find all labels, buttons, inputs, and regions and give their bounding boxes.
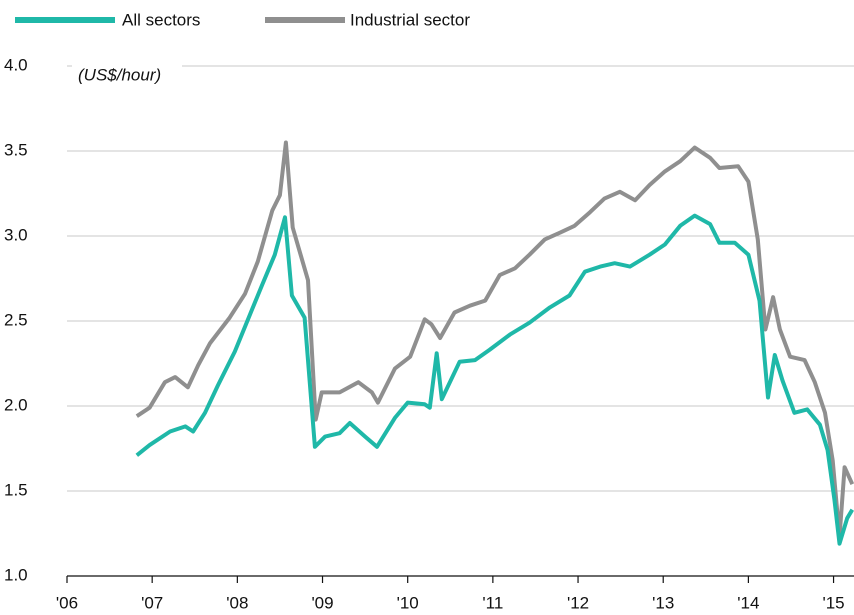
label-background — [72, 60, 182, 88]
x-tick-label: '12 — [567, 593, 589, 612]
x-tick-label: '06 — [56, 593, 78, 612]
y-tick-label: 1.0 — [4, 565, 28, 584]
series-line — [135, 213, 854, 546]
y-axis-label: (US$/hour) — [78, 65, 161, 84]
x-tick-label: '14 — [737, 593, 759, 612]
y-tick-label: 3.5 — [4, 140, 28, 159]
x-tick-label: '13 — [652, 593, 674, 612]
legend-label: All sectors — [122, 10, 200, 29]
x-tick-label: '09 — [311, 593, 333, 612]
x-tick-label: '15 — [822, 593, 844, 612]
x-tick-label: '08 — [226, 593, 248, 612]
x-tick-label: '11 — [482, 593, 503, 612]
y-tick-label: 3.0 — [4, 225, 28, 244]
y-tick-label: 4.0 — [4, 55, 28, 74]
series-line — [135, 140, 854, 539]
y-tick-label: 2.5 — [4, 310, 28, 329]
legend-label: Industrial sector — [350, 10, 470, 29]
x-tick-label: '07 — [141, 593, 163, 612]
y-tick-label: 2.0 — [4, 395, 28, 414]
x-tick-label: '10 — [397, 593, 419, 612]
y-tick-label: 1.5 — [4, 480, 28, 499]
